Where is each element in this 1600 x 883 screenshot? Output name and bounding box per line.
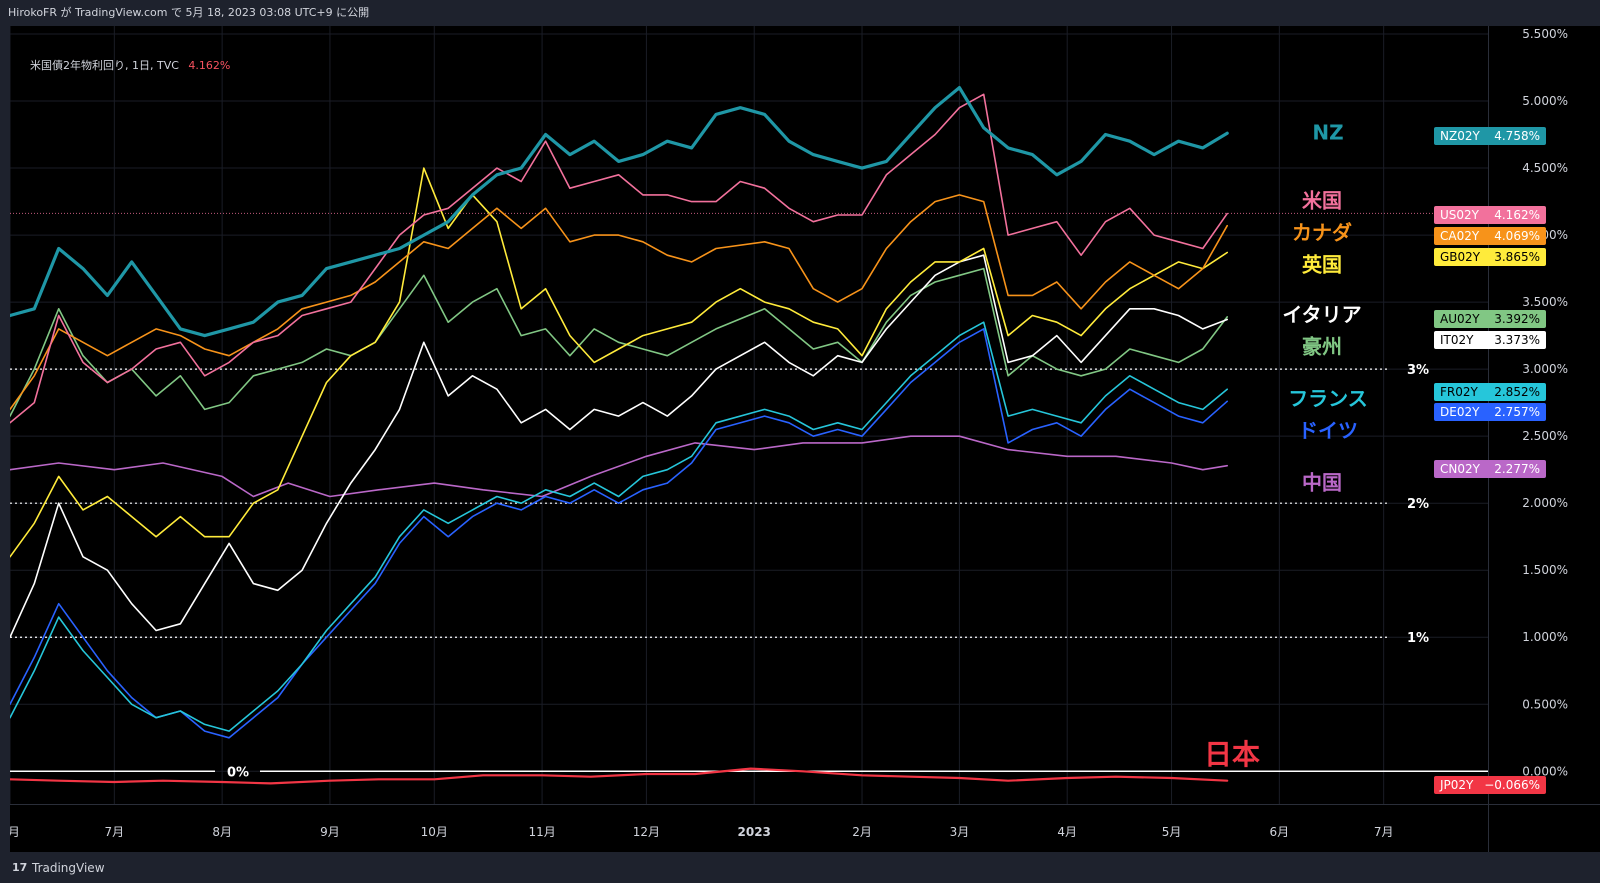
symbol-legend: 米国債2年物利回り, 1日, TVC 4.162% xyxy=(30,57,230,73)
symbol-legend-name: 米国債2年物利回り, 1日, TVC xyxy=(30,59,179,72)
series-annotation: イタリア xyxy=(1282,303,1361,327)
price-axis-tick-label: 2.500% xyxy=(1522,429,1568,443)
time-axis-tick-label: 2023 xyxy=(738,825,771,839)
series-annotation: 米国 xyxy=(1302,189,1342,213)
time-axis-tick-label: 12月 xyxy=(633,825,660,839)
price-badge-symbol: IT02Y xyxy=(1440,333,1474,347)
footer: 17 TradingView xyxy=(0,852,1600,883)
price-badge-symbol: DE02Y xyxy=(1440,405,1480,419)
price-axis-tick-label: 3.000% xyxy=(1522,362,1568,376)
price-axis-tick-label: 5.500% xyxy=(1522,27,1568,41)
time-axis-tick-label: 8月 xyxy=(212,825,232,839)
price-badge-value: 3.865% xyxy=(1494,250,1540,264)
price-badge-fr02y xyxy=(1434,383,1546,401)
price-badge-ca02y xyxy=(1434,227,1546,245)
price-badge-it02y xyxy=(1434,331,1546,349)
series-line-cn02y xyxy=(10,435,1228,498)
price-badge-value: 3.373% xyxy=(1494,333,1540,347)
series-line-it02y xyxy=(10,254,1228,638)
reference-line-label: 2% xyxy=(1407,497,1429,512)
reference-line-label: 1% xyxy=(1407,631,1429,646)
price-badge-value: 4.758% xyxy=(1494,129,1540,143)
plot-background xyxy=(10,26,1488,804)
price-axis-tick-label: 0.500% xyxy=(1522,697,1568,711)
price-badge-nz02y xyxy=(1434,127,1546,145)
footer-brand: TradingView xyxy=(32,860,105,875)
series-line-jp02y xyxy=(10,767,1229,785)
series-annotation: 日本 xyxy=(1204,738,1260,771)
price-badge-cn02y xyxy=(1434,460,1546,478)
series-line-au02y xyxy=(10,267,1228,417)
time-axis: 6月 7月 8月 9月 10月 11月 12月 2023 2月 3月 4月 5月 6月 7月 xyxy=(10,825,1393,839)
series-line-gb02y xyxy=(10,167,1228,558)
price-badge-us02y xyxy=(1434,206,1546,224)
price-axis-tick-label: 5.000% xyxy=(1522,94,1568,108)
time-axis-tick-label: 4月 xyxy=(1057,825,1077,839)
time-axis-tick-label: 7月 xyxy=(105,825,125,839)
price-badge-symbol: GB02Y xyxy=(1440,250,1481,264)
price-badge-au02y xyxy=(1434,310,1546,328)
series-line-nz02y xyxy=(10,86,1229,338)
price-badge-value: −0.066% xyxy=(1484,778,1540,792)
price-badge-jp02y xyxy=(1434,776,1546,794)
series-annotation: NZ xyxy=(1312,121,1343,145)
price-axis-tick-label: 0.000% xyxy=(1522,764,1568,778)
series-annotation: 豪州 xyxy=(1302,335,1342,359)
price-axis-tick-label: 4.500% xyxy=(1522,161,1568,175)
price-badges: NZ02Y 4.758% US02Y 4.162% CA02Y 4.069% GB02Y 3.… xyxy=(1434,127,1546,794)
time-axis-tick-label: 7月 xyxy=(1374,825,1394,839)
series-annotation: フランス xyxy=(1288,387,1368,411)
price-badge-symbol: NZ02Y xyxy=(1440,129,1480,143)
price-badge-value: 4.162% xyxy=(1494,208,1540,222)
price-badge-symbol: US02Y xyxy=(1440,208,1480,222)
price-badge-value: 2.757% xyxy=(1494,405,1540,419)
price-badge-value: 3.392% xyxy=(1494,312,1540,326)
price-axis-tick-label: 1.500% xyxy=(1522,563,1568,577)
price-badge-symbol: FR02Y xyxy=(1440,385,1479,399)
price-axis-tick-label: 3.500% xyxy=(1522,295,1568,309)
price-badge-symbol: JP02Y xyxy=(1439,778,1474,792)
price-badge-de02y xyxy=(1434,403,1546,421)
price-badge-symbol: AU02Y xyxy=(1440,312,1480,326)
series-line-ca02y xyxy=(10,194,1228,411)
tradingview-logo-icon: 17 xyxy=(12,860,28,874)
price-badge-symbol: CN02Y xyxy=(1440,462,1481,476)
price-badge-symbol: CA02Y xyxy=(1440,229,1480,243)
time-axis-tick-label: 9月 xyxy=(320,825,340,839)
price-axis-tick-label: 2.000% xyxy=(1522,496,1568,510)
series-annotation: カナダ xyxy=(1292,221,1352,245)
time-axis-tick-label: 10月 xyxy=(421,825,448,839)
chart-area[interactable]: 3% 2% 1% 0% NZ 米国カナダ英国イタリア豪州フランスドイツ中国日本 5.500%… xyxy=(10,26,1600,852)
time-axis-background xyxy=(10,804,1600,852)
series-annotation: ドイツ xyxy=(1298,419,1358,443)
series-group xyxy=(10,86,1229,785)
series-line-fr02y xyxy=(10,321,1228,732)
reference-line-label: 0% xyxy=(227,765,249,780)
series-annotation: 中国 xyxy=(1302,471,1342,495)
price-badge-value: 4.069% xyxy=(1494,229,1540,243)
time-axis-tick-label: 11月 xyxy=(528,825,555,839)
price-axis-tick-label: 1.000% xyxy=(1522,630,1568,644)
price-badge-gb02y xyxy=(1434,248,1546,266)
series-line-de02y xyxy=(10,328,1228,739)
time-axis-tick-label: 3月 xyxy=(950,825,970,839)
symbol-legend-value: 4.162% xyxy=(188,59,231,72)
time-axis-tick-label: 5月 xyxy=(1162,825,1182,839)
time-axis-tick-label: 6月 xyxy=(10,825,20,839)
time-axis-tick-label: 6月 xyxy=(1270,825,1290,839)
price-axis: 5.500%5.000%4.500%4.000%3.500%3.000%2.50… xyxy=(1522,27,1568,778)
time-axis-tick-label: 2月 xyxy=(852,825,872,839)
price-badge-value: 2.852% xyxy=(1494,385,1540,399)
price-badge-value: 2.277% xyxy=(1494,462,1540,476)
series-line-us02y xyxy=(10,93,1228,424)
publish-header: HirokoFR が TradingView.com で 5月 18, 2023… xyxy=(8,6,370,19)
reference-line-label: 3% xyxy=(1407,363,1429,378)
series-annotation: 英国 xyxy=(1302,253,1342,277)
